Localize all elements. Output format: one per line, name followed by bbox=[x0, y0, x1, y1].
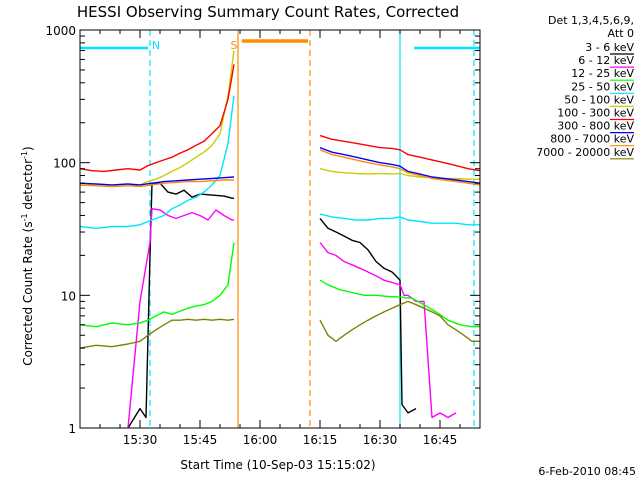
legend-entry: 3 - 6 keV bbox=[585, 41, 634, 54]
legend-header-line: Att 0 bbox=[608, 27, 634, 40]
series-line bbox=[319, 134, 481, 172]
y-tick-label: 100 bbox=[53, 157, 76, 171]
y-axis-label-part: Corrected Count Rate (s bbox=[21, 221, 35, 365]
legend-entry: 6 - 12 keV bbox=[578, 54, 634, 67]
y-tick-label: 1000 bbox=[45, 24, 76, 38]
series-line bbox=[319, 217, 417, 414]
y-axis-label-part: ) bbox=[21, 146, 35, 151]
series-line bbox=[319, 279, 480, 328]
y-axis-label: Corrected Count Rate (s-1 detector-1) bbox=[20, 146, 35, 365]
y-axis-label-part: detector bbox=[21, 159, 35, 214]
x-tick-label: 16:00 bbox=[243, 433, 278, 447]
legend-header-line: Det 1,3,4,5,6,9, bbox=[548, 14, 634, 27]
series-line bbox=[127, 182, 234, 429]
x-tick-label: 16:15 bbox=[303, 433, 338, 447]
legend-entry: 7000 - 20000 keV bbox=[536, 146, 634, 159]
annotation-label: S bbox=[231, 39, 238, 52]
legend-entry: 100 - 300 keV bbox=[557, 107, 634, 120]
series-line bbox=[79, 95, 235, 230]
legend-entry: 50 - 100 keV bbox=[564, 93, 634, 106]
series-line bbox=[319, 146, 481, 184]
series-line bbox=[79, 176, 235, 186]
y-tick-label: 1 bbox=[68, 422, 76, 436]
legend-entry: 300 - 800 keV bbox=[557, 120, 634, 133]
y-tick-label: 10 bbox=[61, 289, 76, 303]
series-line bbox=[127, 207, 234, 429]
x-axis-label: Start Time (10-Sep-03 15:15:02) bbox=[180, 458, 375, 472]
series-line bbox=[79, 64, 235, 173]
chart-title: HESSI Observing Summary Count Rates, Cor… bbox=[77, 3, 459, 21]
series-line bbox=[79, 50, 235, 188]
series-line bbox=[79, 242, 235, 328]
plot-frame bbox=[79, 29, 481, 429]
series-line bbox=[319, 168, 480, 180]
generation-date: 6-Feb-2010 08:45 bbox=[538, 465, 636, 478]
annotation-label: N bbox=[152, 39, 160, 52]
y-axis-label-exponent: -1 bbox=[20, 213, 29, 221]
series-line bbox=[79, 179, 234, 188]
y-axis-label-exponent: -1 bbox=[20, 151, 29, 159]
series-line bbox=[319, 242, 457, 419]
x-tick-label: 15:45 bbox=[183, 433, 218, 447]
x-tick-label: 16:30 bbox=[363, 433, 398, 447]
x-tick-label: 15:30 bbox=[123, 433, 158, 447]
legend-entry: 800 - 7000 keV bbox=[550, 133, 634, 146]
series-line bbox=[319, 149, 481, 186]
legend-entry: 12 - 25 keV bbox=[571, 67, 634, 80]
legend-entry: 25 - 50 keV bbox=[571, 80, 634, 93]
x-tick-label: 16:45 bbox=[423, 433, 458, 447]
series-line bbox=[319, 300, 480, 342]
series-line bbox=[319, 213, 480, 226]
series-line bbox=[79, 318, 235, 349]
